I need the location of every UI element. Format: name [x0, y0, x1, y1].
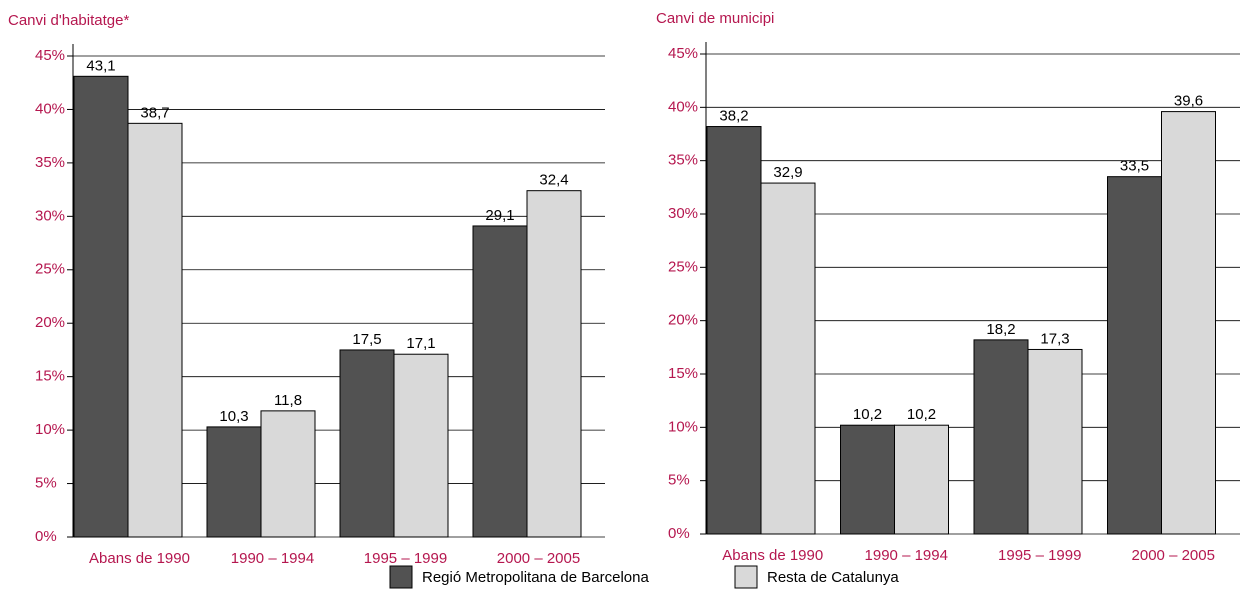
y-tick-label: 15%: [668, 365, 698, 382]
y-tick-label: 25%: [668, 258, 698, 275]
y-tick-label: 35%: [668, 152, 698, 169]
value-label: 38,2: [719, 108, 748, 125]
y-tick-label: 10%: [35, 421, 65, 438]
legend-swatch: [389, 565, 413, 589]
value-label: 29,1: [485, 207, 514, 224]
bar: [339, 349, 395, 538]
bar: [393, 353, 449, 538]
x-tick-label: 2000 – 2005: [1132, 547, 1215, 564]
x-tick-label: Abans de 1990: [89, 550, 190, 567]
bar: [127, 122, 183, 538]
value-label: 33,5: [1120, 158, 1149, 175]
y-tick-label: 40%: [35, 100, 65, 117]
y-tick-label: 0%: [668, 525, 690, 542]
bar: [260, 410, 316, 538]
value-label: 32,4: [539, 172, 568, 189]
y-tick-label: 15%: [35, 368, 65, 385]
value-label: 32,9: [773, 164, 802, 181]
bar: [1107, 176, 1162, 535]
value-label: 17,5: [352, 331, 381, 348]
bar: [973, 339, 1029, 535]
value-label: 43,1: [86, 57, 115, 74]
x-tick-label: Abans de 1990: [722, 547, 823, 564]
bar: [840, 424, 895, 535]
x-tick-label: 1990 – 1994: [231, 550, 314, 567]
value-label: 10,2: [907, 406, 936, 423]
y-tick-label: 5%: [35, 475, 57, 492]
y-tick-label: 0%: [35, 528, 57, 545]
value-label: 11,8: [274, 392, 302, 409]
x-tick-label: 1995 – 1999: [364, 550, 447, 567]
y-tick-label: 45%: [35, 47, 65, 64]
bar: [472, 225, 528, 538]
bar: [1027, 348, 1083, 535]
value-label: 38,7: [140, 104, 169, 121]
bar: [73, 75, 129, 538]
chart-title: Canvi d'habitatge*: [8, 12, 129, 29]
y-tick-label: 30%: [668, 205, 698, 222]
value-label: 39,6: [1174, 93, 1203, 110]
y-tick-label: 35%: [35, 154, 65, 171]
x-tick-label: 2000 – 2005: [497, 550, 580, 567]
x-tick-label: 1990 – 1994: [865, 547, 948, 564]
y-tick-label: 20%: [35, 314, 65, 331]
y-tick-label: 20%: [668, 312, 698, 329]
bar: [706, 126, 762, 535]
value-label: 17,3: [1040, 330, 1069, 347]
legend-swatch: [734, 565, 758, 589]
y-tick-label: 45%: [668, 45, 698, 62]
bar: [1161, 111, 1216, 535]
value-label: 10,2: [853, 406, 882, 423]
legend-label: Resta de Catalunya: [767, 569, 899, 586]
value-label: 17,1: [406, 335, 435, 352]
y-tick-label: 5%: [668, 472, 690, 489]
value-label: 10,3: [219, 408, 248, 425]
legend-label: Regió Metropolitana de Barcelona: [422, 569, 649, 586]
y-tick-label: 30%: [35, 207, 65, 224]
bar: [760, 182, 816, 535]
value-label: 18,2: [986, 321, 1015, 338]
y-tick-label: 10%: [668, 418, 698, 435]
y-tick-label: 25%: [35, 261, 65, 278]
y-tick-label: 40%: [668, 98, 698, 115]
bar: [894, 424, 949, 535]
chart-title: Canvi de municipi: [656, 10, 774, 27]
bar: [526, 190, 582, 538]
bar: [206, 426, 262, 538]
x-tick-label: 1995 – 1999: [998, 547, 1081, 564]
